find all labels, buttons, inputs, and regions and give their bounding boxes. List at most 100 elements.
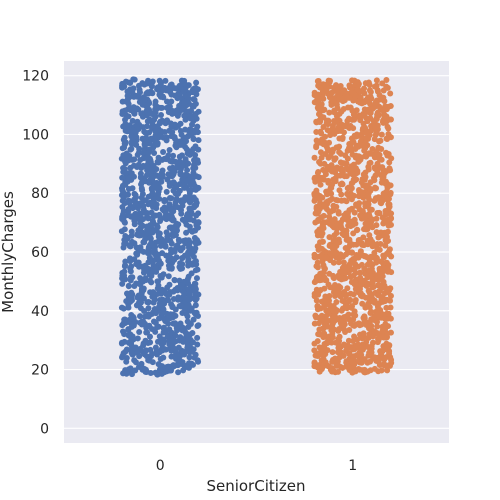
strip-point <box>167 158 174 165</box>
strip-point <box>165 273 172 280</box>
strip-point <box>170 187 177 194</box>
strip-point <box>372 185 379 192</box>
strip-point <box>190 103 197 110</box>
y-tick-label: 0 <box>40 421 49 437</box>
strip-point <box>323 117 330 124</box>
strip-point <box>164 253 171 260</box>
strip-point <box>146 322 153 329</box>
strip-point <box>179 255 186 262</box>
strip-point <box>343 165 350 172</box>
strip-point <box>326 139 333 146</box>
strip-point <box>131 221 138 228</box>
strip-point <box>122 258 129 265</box>
strip-point <box>182 156 189 163</box>
strip-point <box>122 181 129 188</box>
strip-point <box>375 368 382 375</box>
strip-point <box>122 160 129 167</box>
strip-point <box>119 280 126 287</box>
strip-point <box>192 280 199 287</box>
strip-point <box>365 106 372 113</box>
strip-point <box>175 221 182 228</box>
strip-point <box>129 117 136 124</box>
strip-point <box>172 347 179 354</box>
strip-point <box>155 154 162 161</box>
strip-point <box>172 199 179 206</box>
strip-point <box>337 96 344 103</box>
strip-point <box>349 116 356 123</box>
strip-point <box>139 191 146 198</box>
strip-point <box>334 220 341 227</box>
strip-point <box>376 151 383 158</box>
strip-point <box>144 118 151 125</box>
strip-point <box>343 230 350 237</box>
strip-point <box>360 314 367 321</box>
strip-point <box>185 302 192 309</box>
strip-point <box>167 334 174 341</box>
strip-point <box>329 89 336 96</box>
strip-point <box>362 294 369 301</box>
strip-point <box>182 237 189 244</box>
strip-point <box>168 240 175 247</box>
strip-point <box>151 296 158 303</box>
strip-point <box>179 176 186 183</box>
strip-point <box>160 271 167 278</box>
strip-point <box>121 219 128 226</box>
strip-point <box>141 81 148 88</box>
strip-point <box>138 181 145 188</box>
strip-point <box>132 359 139 366</box>
strip-point <box>368 293 375 300</box>
strip-point <box>371 83 378 90</box>
strip-point <box>371 177 378 184</box>
strip-point <box>315 95 322 102</box>
strip-point <box>315 82 322 89</box>
strip-point <box>137 157 144 164</box>
strip-point <box>348 205 355 212</box>
strip-point <box>171 168 178 175</box>
strip-point <box>192 127 199 134</box>
strip-point <box>311 92 318 99</box>
strip-point <box>193 222 200 229</box>
strip-point <box>318 136 325 143</box>
strip-point <box>147 353 154 360</box>
strip-point <box>379 176 386 183</box>
strip-point <box>120 84 127 91</box>
strip-point <box>345 337 352 344</box>
strip-point <box>138 221 145 228</box>
strip-point <box>188 148 195 155</box>
strip-point <box>319 364 326 371</box>
strip-point <box>163 229 170 236</box>
strip-point <box>175 294 182 301</box>
strip-point <box>177 322 184 329</box>
strip-point <box>350 171 357 178</box>
strip-point <box>371 317 378 324</box>
strip-point <box>194 322 201 329</box>
strip-point <box>380 278 387 285</box>
strip-point <box>148 239 155 246</box>
strip-point <box>330 320 337 327</box>
strip-point <box>313 352 320 359</box>
strip-point <box>338 351 345 358</box>
strip-point <box>367 88 374 95</box>
strip-point <box>194 357 201 364</box>
strip-point <box>190 169 197 176</box>
strip-point <box>141 231 148 238</box>
strip-point <box>376 292 382 299</box>
strip-point <box>152 212 159 219</box>
strip-point <box>368 308 375 315</box>
strip-point <box>366 232 373 239</box>
strip-point <box>341 197 348 204</box>
strip-point <box>152 182 159 189</box>
strip-point <box>361 265 368 272</box>
strip-point <box>138 360 145 367</box>
strip-point <box>157 131 164 138</box>
strip-point <box>330 97 337 104</box>
strip-point <box>127 257 134 264</box>
strip-point <box>118 340 125 347</box>
strip-point <box>123 346 130 353</box>
strip-point <box>140 248 147 255</box>
strip-point <box>359 367 366 374</box>
strip-point <box>368 206 375 213</box>
strip-point <box>374 339 381 346</box>
strip-point <box>145 171 152 178</box>
